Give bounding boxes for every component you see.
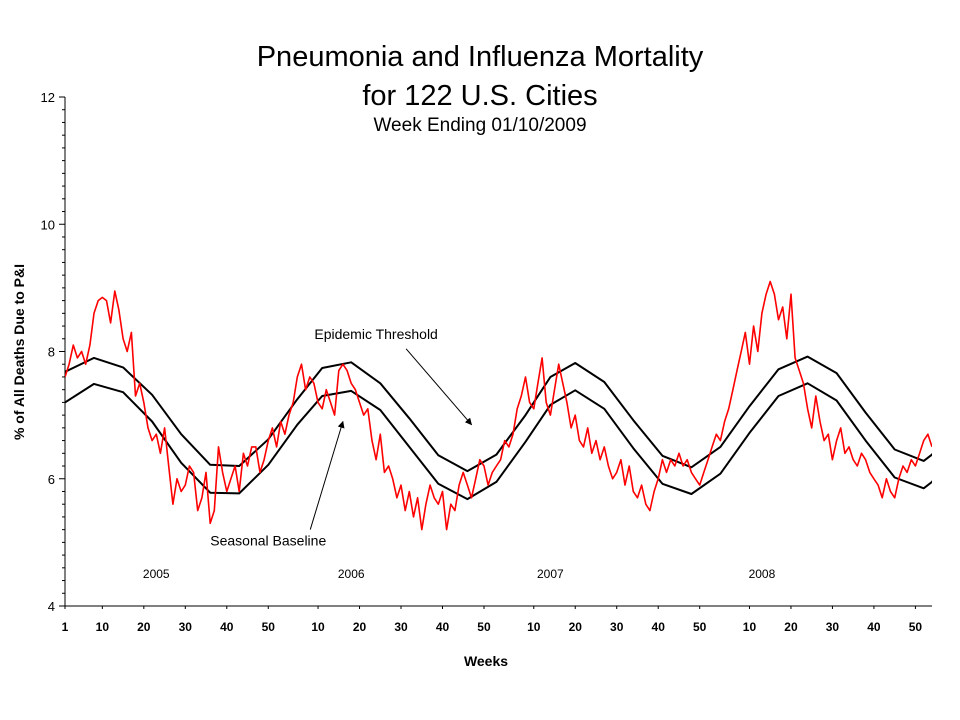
x-tick-label: 1	[62, 620, 69, 634]
x-tick-label: 20	[569, 620, 583, 634]
y-tick-label: 12	[41, 90, 55, 105]
x-tick-label: 40	[867, 620, 881, 634]
chart-title: Pneumonia and Influenza Mortality	[257, 41, 704, 73]
series-line-seasonal-baseline	[65, 382, 932, 501]
x-tick-label: 10	[96, 620, 110, 634]
y-tick-label: 8	[48, 345, 55, 360]
x-ticks: 1 10 20 30 40 50 10 20 30 40 50 10 20 30 40 50 10 20 30 40 5…	[62, 606, 923, 634]
year-label: 2006	[338, 567, 365, 581]
series-line-epidemic-threshold	[65, 355, 932, 473]
x-tick-label: 20	[784, 620, 798, 634]
annotations: Epidemic Threshold Seasonal Baseline	[210, 326, 472, 549]
x-tick-label: 20	[353, 620, 367, 634]
chart-subtitle: Week Ending 01/10/2009	[373, 115, 586, 136]
x-tick-label: 50	[262, 620, 276, 634]
year-label: 2008	[749, 567, 776, 581]
series-line-p-i	[65, 280, 932, 531]
y-tick-label: 6	[48, 472, 55, 487]
y-tick-label: 10	[41, 217, 55, 232]
x-tick-label: 50	[693, 620, 707, 634]
x-tick-label: 30	[394, 620, 408, 634]
x-tick-label: 40	[652, 620, 666, 634]
x-tick-label: 40	[436, 620, 450, 634]
x-tick-label: 40	[220, 620, 234, 634]
annotation-arrow	[405, 348, 472, 426]
x-tick-label: 50	[477, 620, 491, 634]
year-label: 2005	[143, 567, 170, 581]
x-tick-label: 10	[311, 620, 325, 634]
x-tick-label: 30	[826, 620, 840, 634]
x-axis-label: Weeks	[464, 653, 508, 669]
chart-title-line2: for 122 U.S. Cities	[362, 80, 597, 112]
y-ticks: 4 6 8 10 12	[41, 90, 65, 614]
annotation-arrow	[309, 420, 345, 530]
x-tick-label: 20	[137, 620, 151, 634]
x-tick-label: 30	[179, 620, 193, 634]
y-axis-label: % of All Deaths Due to P&I	[11, 264, 27, 440]
year-labels: 2005 2006 2007 2008	[143, 567, 776, 581]
x-tick-label: 10	[743, 620, 757, 634]
year-label: 2007	[537, 567, 564, 581]
series-group	[65, 280, 932, 531]
annotation-label: Epidemic Threshold	[314, 326, 437, 342]
annotation-label: Seasonal Baseline	[210, 533, 326, 549]
x-tick-label: 30	[610, 620, 624, 634]
x-tick-label: 50	[909, 620, 923, 634]
y-tick-label: 4	[48, 599, 55, 614]
x-tick-label: 10	[527, 620, 541, 634]
